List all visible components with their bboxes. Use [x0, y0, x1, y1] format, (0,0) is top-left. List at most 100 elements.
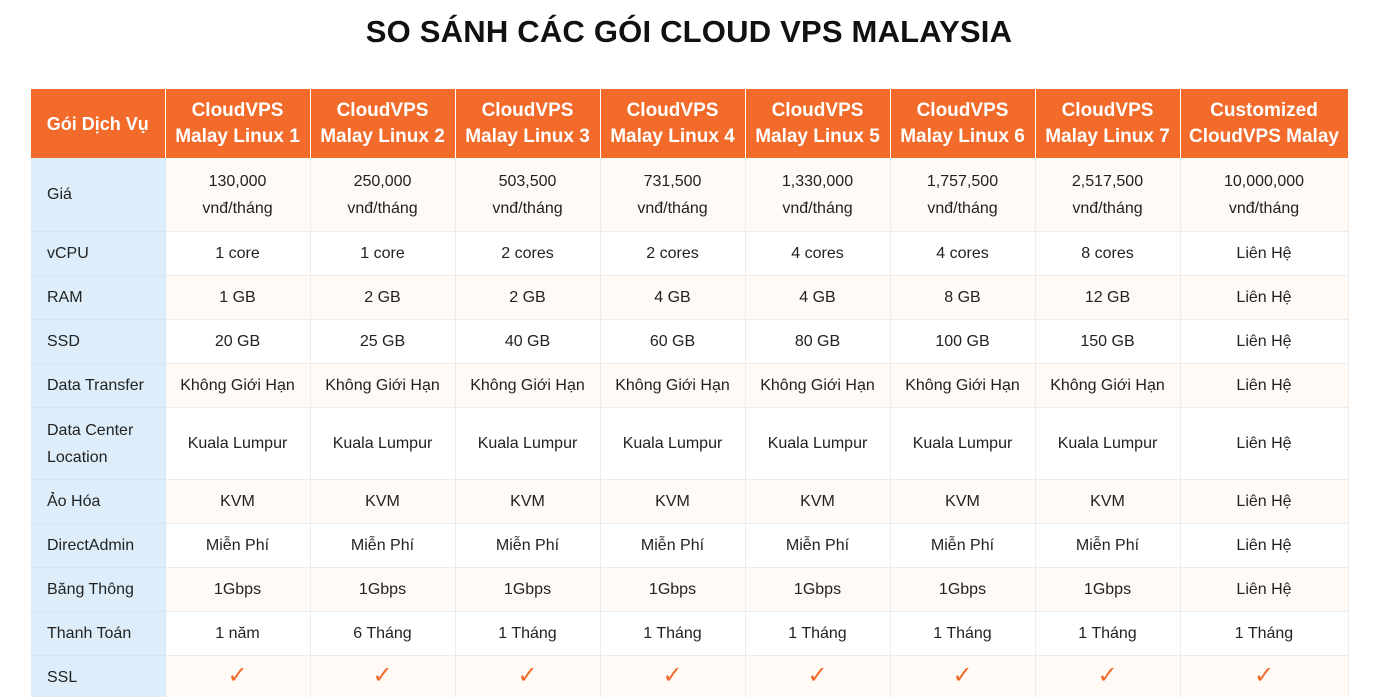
check-icon: ✓: [662, 661, 683, 689]
table-cell: 1 Tháng: [600, 611, 746, 656]
row-label: Giá: [31, 158, 166, 232]
table-cell: ✓: [600, 655, 746, 697]
row-label: vCPU: [31, 231, 166, 276]
table-cell: 1 Tháng: [1035, 611, 1181, 656]
table-row: Ảo Hóa KVM KVM KVM KVM KVM KVM KVM Liên Hệ: [31, 479, 1349, 524]
row-label: Băng Thông: [31, 567, 166, 612]
table-cell: 4 GB: [600, 275, 746, 320]
table-cell: Liên Hệ: [1180, 407, 1349, 480]
table-cell: 1,330,000 vnđ/tháng: [745, 158, 891, 232]
row-label: Thanh Toán: [31, 611, 166, 656]
table-cell: KVM: [310, 479, 456, 524]
table-cell: 2 GB: [310, 275, 456, 320]
table-cell: 1 GB: [165, 275, 311, 320]
check-icon: ✓: [1097, 661, 1118, 689]
table-cell: ✓: [1180, 655, 1349, 697]
table-cell: Kuala Lumpur: [310, 407, 456, 480]
table-cell: Kuala Lumpur: [1035, 407, 1181, 480]
table-row: Data Center Location Kuala Lumpur Kuala Lu…: [31, 407, 1349, 480]
table-cell: 10,000,000 vnđ/tháng: [1180, 158, 1349, 232]
table-cell: Liên Hệ: [1180, 479, 1349, 524]
row-label: SSD: [31, 319, 166, 364]
table-cell: 1 core: [165, 231, 311, 276]
header-plan: Customized CloudVPS Malay: [1180, 89, 1349, 158]
row-label: RAM: [31, 275, 166, 320]
table-row: DirectAdmin Miễn Phí Miễn Phí Miễn Phí Miễn …: [31, 523, 1349, 568]
header-plan: CloudVPS Malay Linux 1: [165, 89, 311, 158]
table-cell: Miễn Phí: [890, 523, 1036, 568]
row-label: Data Transfer: [31, 363, 166, 408]
table-cell: 1 năm: [165, 611, 311, 656]
table-cell: 1Gbps: [165, 567, 311, 612]
table-cell: 130,000 vnđ/tháng: [165, 158, 311, 232]
table-cell: KVM: [600, 479, 746, 524]
table-cell: 4 GB: [745, 275, 891, 320]
check-icon: ✓: [1253, 661, 1275, 689]
table-cell: ✓: [1035, 655, 1181, 697]
table-cell: KVM: [165, 479, 311, 524]
table-row: RAM 1 GB 2 GB 2 GB 4 GB 4 GB 8 GB 12 GB Liên Hệ: [31, 275, 1349, 320]
check-icon: ✓: [952, 661, 973, 689]
table-cell: KVM: [1035, 479, 1181, 524]
table-cell: 2 cores: [600, 231, 746, 276]
table-cell: Miễn Phí: [1035, 523, 1181, 568]
table-cell: Không Giới Hạn: [890, 363, 1036, 408]
table-cell: Miễn Phí: [745, 523, 891, 568]
check-icon: ✓: [517, 661, 538, 689]
row-label: DirectAdmin: [31, 523, 166, 568]
table-cell: ✓: [165, 655, 311, 697]
table-row: Thanh Toán 1 năm 6 Tháng 1 Tháng 1 Tháng 1 Th…: [31, 611, 1349, 656]
header-plan: CloudVPS Malay Linux 4: [600, 89, 746, 158]
row-label: Data Center Location: [31, 407, 166, 480]
table-cell: Không Giới Hạn: [310, 363, 456, 408]
table-cell: 8 cores: [1035, 231, 1181, 276]
table-cell: Không Giới Hạn: [600, 363, 746, 408]
table-cell: Miễn Phí: [600, 523, 746, 568]
table-cell: Kuala Lumpur: [600, 407, 746, 480]
table-cell: Liên Hệ: [1180, 523, 1349, 568]
table-cell: Không Giới Hạn: [745, 363, 891, 408]
check-icon: ✓: [227, 661, 248, 689]
table-cell: 1 Tháng: [455, 611, 601, 656]
table-cell: Miễn Phí: [310, 523, 456, 568]
table-cell: Miễn Phí: [165, 523, 311, 568]
table-cell: 25 GB: [310, 319, 456, 364]
table-cell: 1 core: [310, 231, 456, 276]
table-cell: 1Gbps: [745, 567, 891, 612]
header-plan: CloudVPS Malay Linux 3: [455, 89, 601, 158]
table-cell: 60 GB: [600, 319, 746, 364]
table-row: SSD 20 GB 25 GB 40 GB 60 GB 80 GB 100 GB 150 GB…: [31, 319, 1349, 364]
table-cell: 8 GB: [890, 275, 1036, 320]
table-row: vCPU 1 core 1 core 2 cores 2 cores 4 cores 4 c…: [31, 231, 1349, 276]
table-cell: 250,000 vnđ/tháng: [310, 158, 456, 232]
table-cell: ✓: [310, 655, 456, 697]
table-cell: 1Gbps: [890, 567, 1036, 612]
header-plan: CloudVPS Malay Linux 7: [1035, 89, 1181, 158]
table-cell: Liên Hệ: [1180, 275, 1349, 320]
table-cell: 150 GB: [1035, 319, 1181, 364]
table-cell: 4 cores: [745, 231, 891, 276]
table-row: SSL ✓ ✓ ✓ ✓ ✓ ✓ ✓ ✓: [31, 655, 1349, 697]
row-label: SSL: [31, 655, 166, 697]
table-cell: Liên Hệ: [1180, 319, 1349, 364]
table-cell: 1Gbps: [455, 567, 601, 612]
table-cell: KVM: [890, 479, 1036, 524]
table-cell: 2,517,500 vnđ/tháng: [1035, 158, 1181, 232]
page-title: SO SÁNH CÁC GÓI CLOUD VPS MALAYSIA: [365, 14, 1013, 49]
table-cell: 40 GB: [455, 319, 601, 364]
table-cell: 80 GB: [745, 319, 891, 364]
table-cell: Kuala Lumpur: [745, 407, 891, 480]
header-plan: CloudVPS Malay Linux 6: [890, 89, 1036, 158]
table-cell: Không Giới Hạn: [1035, 363, 1181, 408]
table-cell: 2 cores: [455, 231, 601, 276]
table-cell: Liên Hệ: [1180, 567, 1349, 612]
table-cell: Kuala Lumpur: [455, 407, 601, 480]
table-cell: 2 GB: [455, 275, 601, 320]
table-cell: ✓: [745, 655, 891, 697]
table-cell: 1 Tháng: [1180, 611, 1349, 656]
check-icon: ✓: [372, 661, 393, 689]
table-cell: 1,757,500 vnđ/tháng: [890, 158, 1036, 232]
table-cell: 20 GB: [165, 319, 311, 364]
table-cell: 1Gbps: [1035, 567, 1181, 612]
